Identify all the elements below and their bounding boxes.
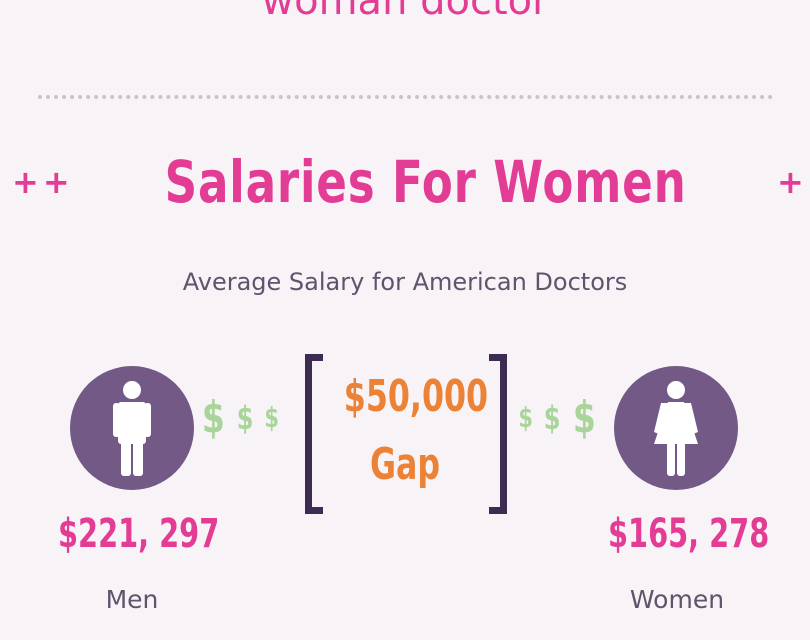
gap-label: Gap [369, 439, 441, 490]
dollar-signs-left: $ $ $ [198, 392, 282, 452]
right-bracket [489, 354, 507, 514]
women-avatar-circle [614, 366, 738, 490]
female-person-icon [654, 381, 698, 476]
dollar-icon: $ [572, 392, 596, 443]
gap-amount: $50,000 [343, 371, 489, 422]
top-title: woman doctor [261, 0, 549, 24]
male-person-icon [113, 381, 151, 476]
dollar-icon: $ [236, 398, 254, 437]
women-salary: $165, 278 [608, 511, 770, 557]
men-label: Men [105, 585, 159, 614]
dollar-icon: $ [201, 392, 225, 443]
section-title-text: Salaries For Women [164, 148, 687, 216]
dotted-divider [38, 95, 773, 99]
dollar-icon: $ [264, 401, 280, 434]
section-subtitle: Average Salary for American Doctors [182, 268, 628, 296]
dollar-signs-right: $ $ $ [516, 392, 600, 452]
women-label: Women [629, 585, 725, 614]
left-bracket [305, 354, 323, 514]
section-title: ++ Salaries For Women ++ [0, 148, 810, 216]
dollar-icon: $ [543, 398, 561, 437]
plus-left: ++ [12, 163, 74, 201]
plus-right: ++ [777, 163, 810, 201]
dollar-icon: $ [518, 401, 534, 434]
men-avatar-circle [70, 366, 194, 490]
men-salary: $221, 297 [58, 511, 220, 557]
